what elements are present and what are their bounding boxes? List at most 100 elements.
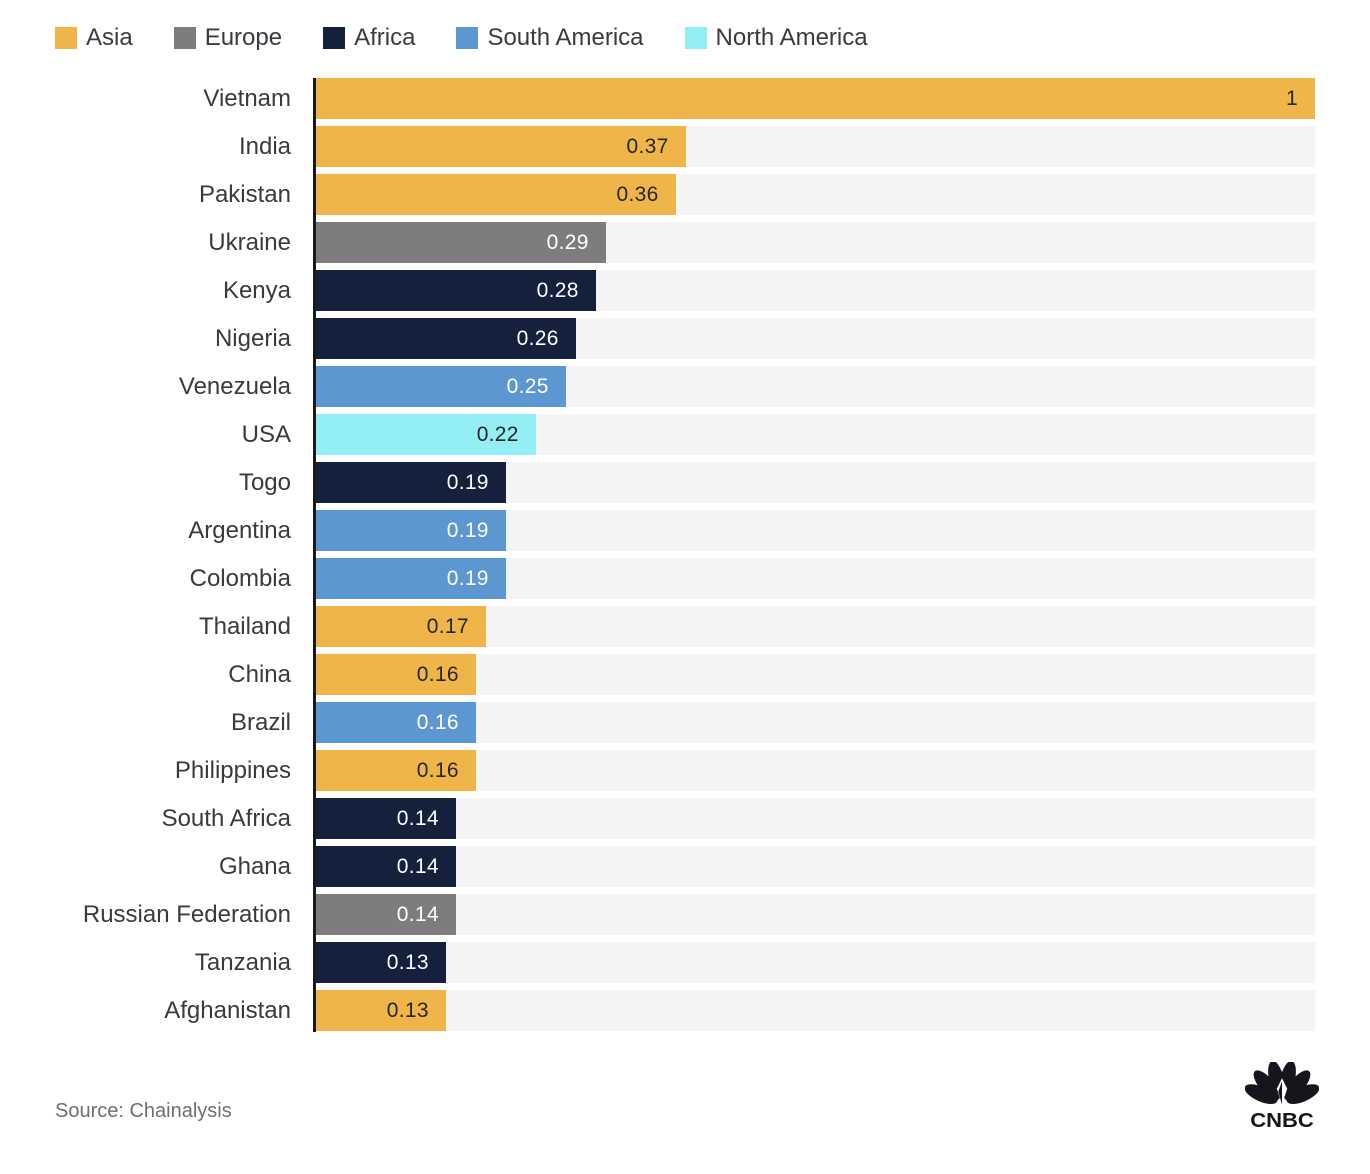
- value-bar: 0.22: [316, 414, 536, 455]
- value-bar: 0.16: [316, 702, 476, 743]
- country-label: Nigeria: [214, 324, 291, 352]
- bar-row-argentina: Argentina 0.19: [0, 510, 1315, 551]
- legend-item-africa: Africa: [323, 24, 415, 52]
- legend-swatch-asia: [55, 27, 77, 49]
- legend-item-europe: Europe: [173, 24, 283, 52]
- bar-row-pakistan: Pakistan 0.36: [0, 174, 1315, 215]
- value-bar: 0.36: [316, 174, 676, 215]
- value-label: 0.16: [416, 758, 459, 782]
- country-label: Afghanistan: [164, 996, 291, 1024]
- value-bar: 0.19: [316, 462, 506, 503]
- value-bar: 0.25: [316, 366, 566, 407]
- bar-track: 0.14: [316, 846, 1315, 887]
- value-label: 0.14: [396, 902, 439, 926]
- bar-row-afghanistan: Afghanistan 0.13: [0, 990, 1315, 1031]
- bar-row-tanzania: Tanzania 0.13: [0, 942, 1315, 983]
- value-label: 0.22: [476, 422, 519, 446]
- bar-track: 0.14: [316, 798, 1315, 839]
- bar-row-south-africa: South Africa 0.14: [0, 798, 1315, 839]
- bar-row-vietnam: Vietnam 1: [0, 78, 1315, 119]
- country-label: Russian Federation: [82, 900, 291, 928]
- value-bar: 0.14: [316, 846, 456, 887]
- value-bar: 0.14: [316, 894, 456, 935]
- bar-track: 0.22: [316, 414, 1315, 455]
- axis-line: [313, 78, 316, 1032]
- value-label: 0.28: [536, 278, 579, 302]
- bar-row-nigeria: Nigeria 0.26: [0, 318, 1315, 359]
- value-label: 0.13: [386, 998, 429, 1022]
- bar-track: 0.19: [316, 462, 1315, 503]
- cnbc-logo-text: CNBC: [1250, 1110, 1314, 1130]
- country-label: Tanzania: [194, 948, 291, 976]
- peacock-icon: CNBC: [1245, 1062, 1319, 1130]
- cnbc-logo: CNBC: [1245, 1062, 1319, 1130]
- country-label: Togo: [238, 468, 291, 496]
- bar-row-russian-federation: Russian Federation 0.14: [0, 894, 1315, 935]
- bar-row-togo: Togo 0.19: [0, 462, 1315, 503]
- value-label: 0.36: [616, 182, 659, 206]
- legend-label: South America: [487, 24, 644, 51]
- bar-track: 0.16: [316, 702, 1315, 743]
- country-label: China: [228, 660, 291, 688]
- bar-track: 0.17: [316, 606, 1315, 647]
- bar-row-india: India 0.37: [0, 126, 1315, 167]
- country-label: Ukraine: [208, 228, 291, 256]
- value-bar: 0.19: [316, 558, 506, 599]
- legend-swatch-south-america: [456, 27, 479, 49]
- bar-row-philippines: Philippines 0.16: [0, 750, 1315, 791]
- value-label: 0.25: [506, 374, 549, 398]
- bar-track: 0.19: [316, 558, 1315, 599]
- legend-swatch-africa: [323, 27, 346, 49]
- country-label: Colombia: [189, 564, 291, 592]
- country-label: Brazil: [230, 708, 291, 736]
- bar-track: 0.13: [316, 942, 1315, 983]
- legend-label: North America: [715, 24, 868, 51]
- country-label: Pakistan: [198, 180, 291, 208]
- value-label: 0.16: [416, 662, 459, 686]
- value-bar: 0.37: [316, 126, 686, 167]
- bar-track: 0.19: [316, 510, 1315, 551]
- value-bar: 0.13: [316, 942, 446, 983]
- value-label: 0.14: [396, 806, 439, 830]
- bar-row-colombia: Colombia 0.19: [0, 558, 1315, 599]
- value-label: 0.19: [446, 566, 489, 590]
- country-label: Ghana: [218, 852, 291, 880]
- bar-track: 0.26: [316, 318, 1315, 359]
- country-label: South Africa: [161, 804, 291, 832]
- legend-label: Africa: [354, 24, 416, 51]
- bar-row-usa: USA 0.22: [0, 414, 1315, 455]
- value-label: 0.37: [626, 134, 669, 158]
- value-bar: 0.14: [316, 798, 456, 839]
- legend-swatch-europe: [173, 27, 196, 49]
- value-label: 0.29: [546, 230, 589, 254]
- value-label: 1: [1286, 86, 1298, 110]
- bar-track: 0.29: [316, 222, 1315, 263]
- bar-chart: Vietnam 1 India 0.37 Pakistan 0.36 Ukraine 0.29…: [0, 78, 1315, 1031]
- legend-item-south-america: South America: [456, 24, 644, 52]
- legend-label: Europe: [204, 24, 283, 51]
- value-label: 0.19: [446, 470, 489, 494]
- value-bar: 0.16: [316, 750, 476, 791]
- legend-item-asia: Asia: [55, 24, 133, 52]
- bar-row-china: China 0.16: [0, 654, 1315, 695]
- bar-track: 0.28: [316, 270, 1315, 311]
- country-label: Vietnam: [203, 84, 291, 112]
- country-label: Thailand: [198, 612, 291, 640]
- value-bar: 0.17: [316, 606, 486, 647]
- bar-row-ghana: Ghana 0.14: [0, 846, 1315, 887]
- value-label: 0.17: [426, 614, 469, 638]
- bar-row-thailand: Thailand 0.17: [0, 606, 1315, 647]
- value-bar: 0.16: [316, 654, 476, 695]
- bar-track: 0.16: [316, 654, 1315, 695]
- country-label: Venezuela: [178, 372, 291, 400]
- source-note: Source: Chainalysis: [55, 1100, 232, 1122]
- bar-track: 0.37: [316, 126, 1315, 167]
- value-bar: 0.28: [316, 270, 596, 311]
- country-label: India: [238, 132, 291, 160]
- legend-swatch-north-america: [684, 27, 707, 49]
- bar-row-ukraine: Ukraine 0.29: [0, 222, 1315, 263]
- bar-track: 0.25: [316, 366, 1315, 407]
- country-label: Philippines: [174, 756, 291, 784]
- value-label: 0.14: [396, 854, 439, 878]
- legend-label: Asia: [86, 24, 133, 51]
